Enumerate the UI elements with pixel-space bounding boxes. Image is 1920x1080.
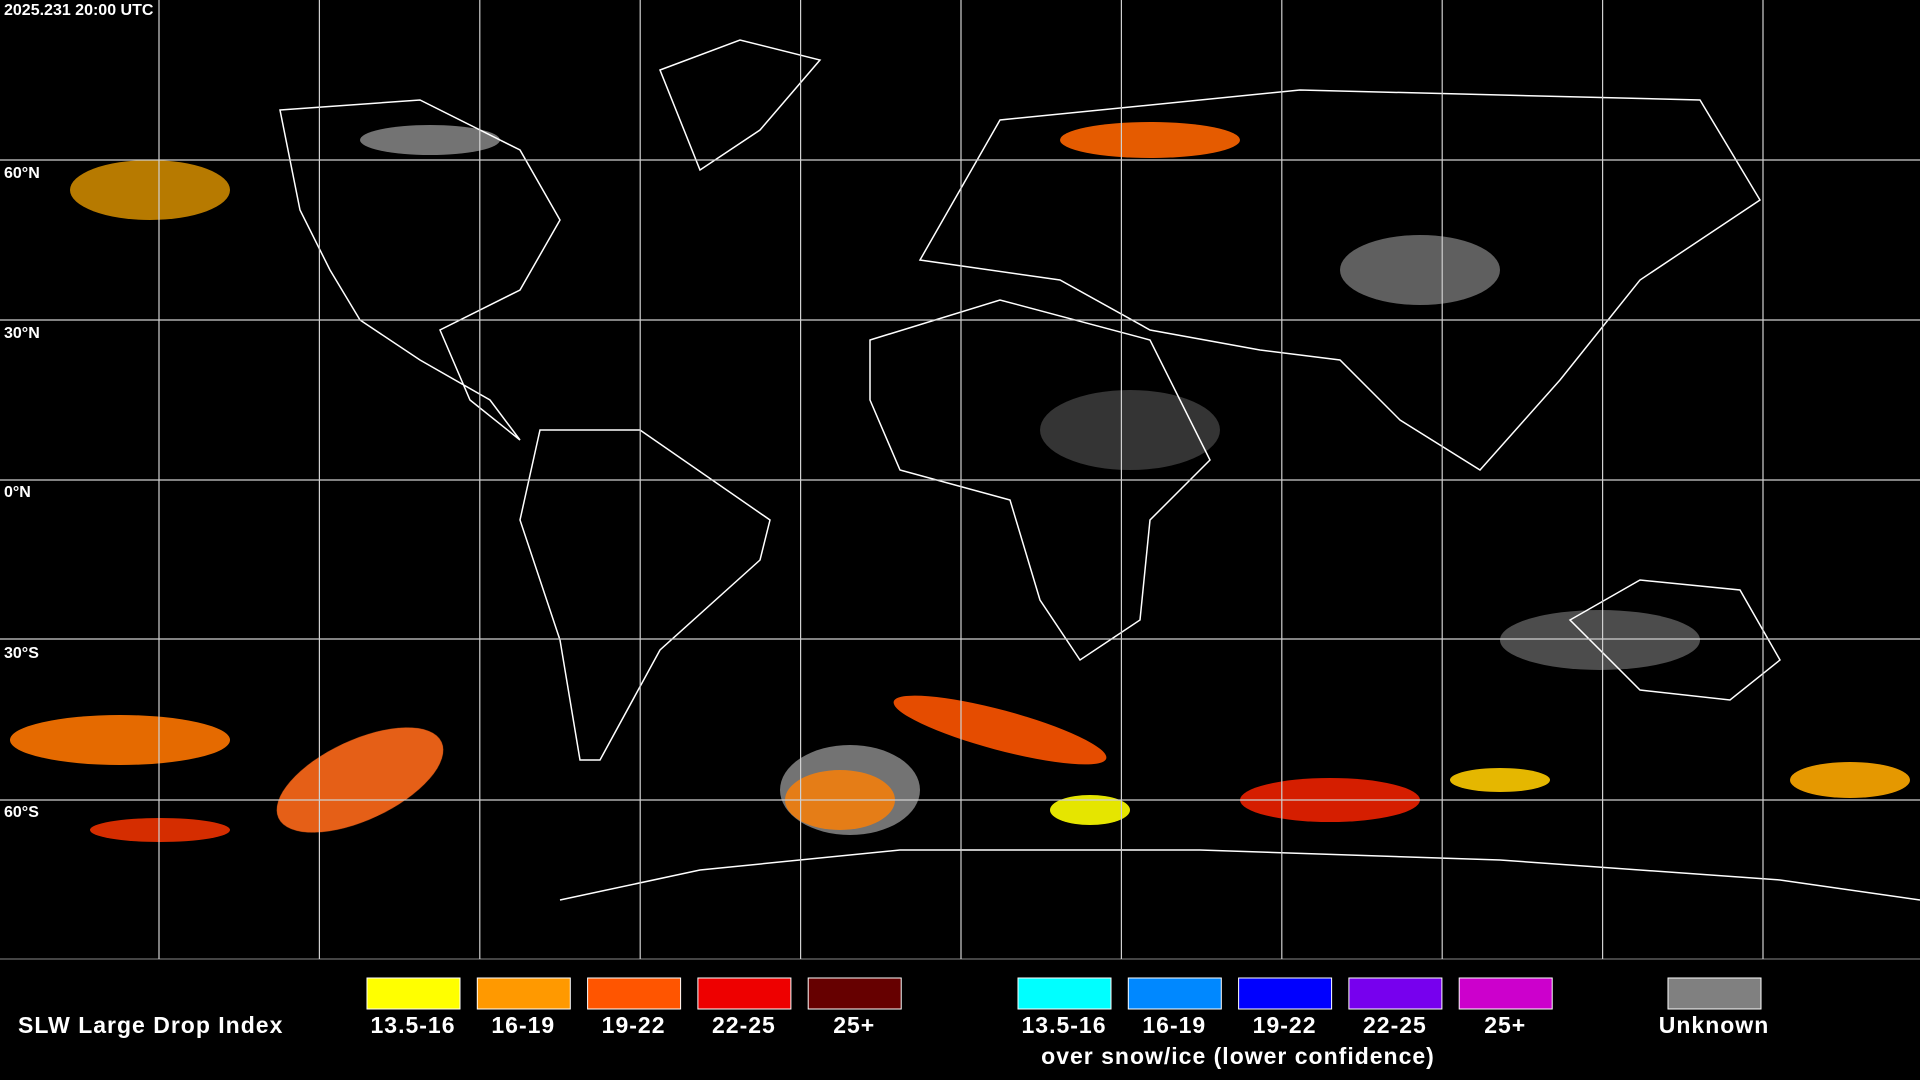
legend-swatch (1667, 977, 1762, 1010)
legend-swatch (807, 977, 902, 1010)
legend-title: SLW Large Drop Index (18, 1012, 283, 1038)
latitude-label: 30°S (4, 645, 39, 662)
legend-swatch (476, 977, 571, 1010)
legend-label: 13.5-16 (1021, 1012, 1106, 1038)
legend-label: Unknown (1659, 1012, 1770, 1038)
latitude-label: 30°N (4, 325, 40, 342)
timestamp: 2025.231 20:00 UTC (4, 2, 154, 19)
legend-swatch (587, 977, 682, 1010)
legend-swatch (1458, 977, 1553, 1010)
legend-label: 22-25 (1363, 1012, 1427, 1038)
legend-label: 25+ (833, 1012, 875, 1038)
legend-swatch (1127, 977, 1222, 1010)
cloud-field (10, 122, 1910, 842)
legend-swatch (697, 977, 792, 1010)
latitude-label: 0°N (4, 484, 31, 501)
legend-label: 25+ (1484, 1012, 1526, 1038)
legend-swatch (1238, 977, 1333, 1010)
legend-label: 22-25 (712, 1012, 776, 1038)
legend-label: 16-19 (491, 1012, 555, 1038)
latitude-label: 60°S (4, 804, 39, 821)
legend-label: 16-19 (1142, 1012, 1206, 1038)
legend-caption: over snow/ice (lower confidence) (1041, 1043, 1435, 1069)
legend-label: 19-22 (602, 1012, 666, 1038)
legend-label: 13.5-16 (370, 1012, 455, 1038)
legend-label: 19-22 (1253, 1012, 1317, 1038)
legend-swatch (1348, 977, 1443, 1010)
coastlines (279, 39, 1920, 901)
legend-swatch (1017, 977, 1112, 1010)
legend-swatch (366, 977, 461, 1010)
latitude-label: 60°N (4, 165, 40, 182)
